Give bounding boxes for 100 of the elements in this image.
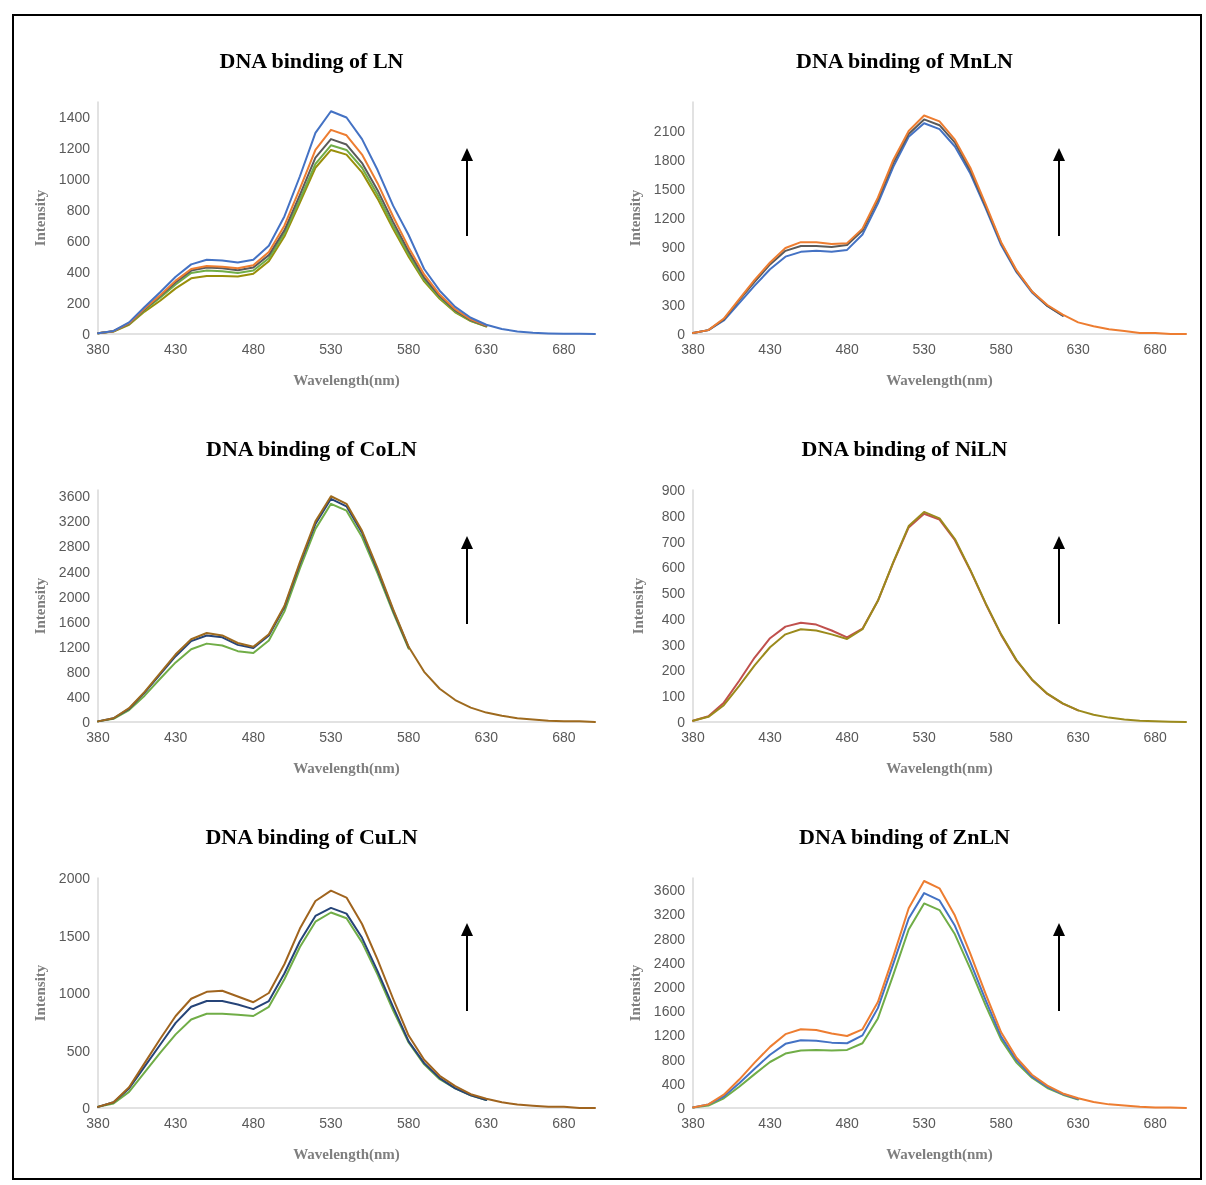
y-tick-label: 800 xyxy=(661,507,686,524)
y-tick-label: 1200 xyxy=(653,210,686,226)
x-axis-title: Wavelength(nm) xyxy=(886,371,993,389)
x-tick-label: 530 xyxy=(319,1115,343,1131)
x-tick-label: 530 xyxy=(912,341,936,357)
x-tick-label: 430 xyxy=(163,1115,188,1131)
x-tick-label: 680 xyxy=(1143,729,1168,745)
x-tick-label: 380 xyxy=(86,1115,110,1131)
x-axis-title: Wavelength(nm) xyxy=(886,759,993,777)
y-tick-label: 0 xyxy=(677,714,686,730)
x-tick-label: 680 xyxy=(552,1115,576,1131)
x-tick-label: 430 xyxy=(163,729,188,745)
y-tick-label: 400 xyxy=(661,610,686,627)
y-tick-label: 0 xyxy=(82,326,91,342)
x-tick-label: 530 xyxy=(912,729,936,745)
chart-title: DNA binding of LN xyxy=(219,47,404,73)
x-tick-label: 630 xyxy=(1066,729,1091,745)
chart-title: DNA binding of CoLN xyxy=(206,435,418,461)
x-tick-label: 580 xyxy=(396,729,421,745)
y-tick-label: 300 xyxy=(661,636,686,653)
y-tick-label: 3200 xyxy=(58,513,91,530)
y-tick-label: 3600 xyxy=(653,882,686,899)
y-axis-title: Intensity xyxy=(627,189,644,247)
x-tick-label: 630 xyxy=(474,1115,499,1131)
y-tick-label: 2400 xyxy=(58,563,91,580)
x-tick-label: 480 xyxy=(241,341,266,357)
y-tick-label: 1500 xyxy=(653,181,686,197)
chart-title: DNA binding of MnLN xyxy=(795,47,1014,73)
x-axis-title: Wavelength(nm) xyxy=(886,1145,993,1163)
y-tick-label: 300 xyxy=(661,297,686,313)
y-tick-label: 400 xyxy=(66,688,91,705)
y-tick-label: 800 xyxy=(661,1051,686,1068)
x-tick-label: 480 xyxy=(241,1115,266,1131)
x-tick-label: 380 xyxy=(681,341,705,357)
y-axis-title: Intensity xyxy=(627,964,644,1022)
y-tick-label: 400 xyxy=(661,1075,686,1092)
x-axis-title: Wavelength(nm) xyxy=(293,371,400,389)
y-tick-label: 900 xyxy=(661,239,686,255)
y-tick-label: 900 xyxy=(661,482,686,498)
x-axis-title: Wavelength(nm) xyxy=(293,759,400,777)
x-tick-label: 680 xyxy=(552,341,576,357)
y-tick-label: 600 xyxy=(661,559,686,576)
x-tick-label: 680 xyxy=(1143,341,1168,357)
x-tick-label: 380 xyxy=(681,729,705,745)
y-axis-title: Intensity xyxy=(32,964,49,1022)
y-tick-label: 700 xyxy=(661,533,686,550)
y-tick-label: 2000 xyxy=(58,870,91,886)
x-tick-label: 380 xyxy=(681,1115,705,1131)
chart-title: DNA binding of CuLN xyxy=(205,823,418,849)
x-tick-label: 630 xyxy=(474,341,499,357)
x-tick-label: 480 xyxy=(241,729,266,745)
y-tick-label: 1600 xyxy=(653,1003,686,1020)
x-tick-label: 430 xyxy=(758,1115,782,1131)
x-tick-label: 480 xyxy=(835,1115,859,1131)
y-tick-label: 0 xyxy=(677,1100,686,1116)
y-tick-label: 0 xyxy=(82,714,91,730)
y-axis-title: Intensity xyxy=(32,189,49,247)
x-tick-label: 580 xyxy=(989,729,1014,745)
y-tick-label: 1400 xyxy=(58,109,91,126)
y-tick-label: 500 xyxy=(66,1042,91,1059)
y-axis-title: Intensity xyxy=(32,577,49,635)
y-tick-label: 2400 xyxy=(653,954,686,971)
y-tick-label: 500 xyxy=(661,585,686,602)
x-tick-label: 380 xyxy=(86,341,110,357)
x-tick-label: 630 xyxy=(474,729,499,745)
y-tick-label: 100 xyxy=(661,688,686,705)
x-tick-label: 430 xyxy=(758,341,782,357)
y-tick-label: 1000 xyxy=(58,171,91,188)
y-axis-title: Intensity xyxy=(629,577,646,635)
x-axis-title: Wavelength(nm) xyxy=(293,1145,400,1163)
y-tick-label: 3200 xyxy=(653,906,686,923)
x-tick-label: 680 xyxy=(1143,1115,1168,1131)
y-tick-label: 2000 xyxy=(653,978,686,995)
y-tick-label: 600 xyxy=(661,268,686,284)
y-tick-label: 600 xyxy=(66,233,91,250)
x-tick-label: 630 xyxy=(1066,341,1091,357)
x-tick-label: 530 xyxy=(912,1115,936,1131)
y-tick-label: 2800 xyxy=(653,930,686,947)
x-tick-label: 480 xyxy=(835,729,859,745)
y-tick-label: 1800 xyxy=(653,152,686,168)
y-tick-label: 2100 xyxy=(653,123,686,139)
y-tick-label: 800 xyxy=(66,663,91,680)
y-tick-label: 1600 xyxy=(58,613,91,630)
y-tick-label: 0 xyxy=(677,326,686,342)
y-tick-label: 2800 xyxy=(58,538,91,555)
x-tick-label: 580 xyxy=(396,1115,421,1131)
x-tick-label: 430 xyxy=(758,729,782,745)
y-tick-label: 0 xyxy=(82,1100,91,1116)
y-tick-label: 1200 xyxy=(653,1027,686,1044)
y-tick-label: 1000 xyxy=(58,985,91,1001)
x-tick-label: 630 xyxy=(1066,1115,1091,1131)
y-tick-label: 2000 xyxy=(58,588,91,605)
x-tick-label: 530 xyxy=(319,341,343,357)
y-tick-label: 200 xyxy=(661,662,686,679)
line-series xyxy=(692,880,1187,1109)
x-tick-label: 530 xyxy=(319,729,343,745)
y-tick-label: 200 xyxy=(66,295,91,312)
x-tick-label: 380 xyxy=(86,729,110,745)
y-tick-label: 800 xyxy=(66,202,91,219)
x-tick-label: 580 xyxy=(989,341,1014,357)
